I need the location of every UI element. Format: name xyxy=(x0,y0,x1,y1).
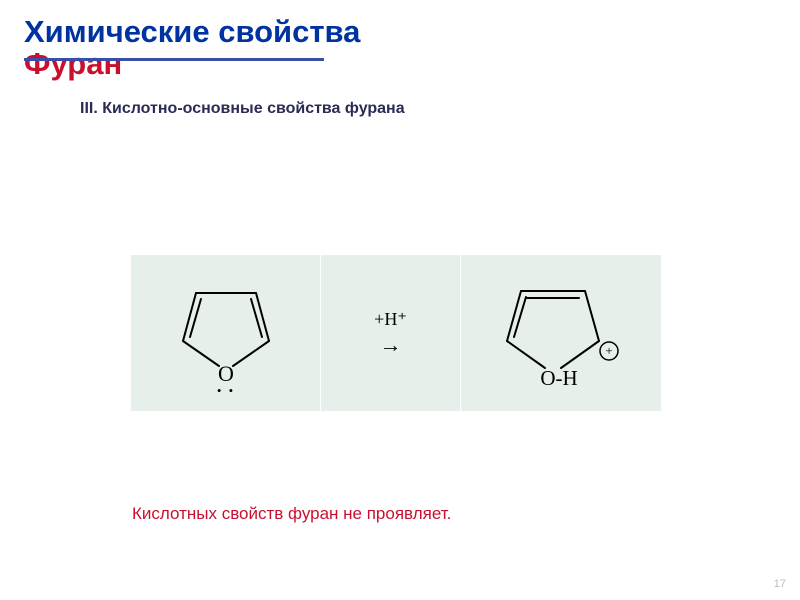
furan-structure: O • • xyxy=(161,263,291,403)
reagent-label: +H⁺ xyxy=(374,309,407,330)
reaction-scheme: O • • +H⁺ → + O-H xyxy=(130,254,662,412)
footnote-text: Кислотных свойств фуран не проявляет. xyxy=(132,504,451,524)
slide-title: Химические свойства Фуран xyxy=(0,0,800,86)
section-subtitle: III. Кислотно-основные свойства фурана xyxy=(80,100,405,118)
title-line-2: Фуран xyxy=(24,46,776,82)
arrow-cell: +H⁺ → xyxy=(321,255,461,411)
reactant-cell: O • • xyxy=(131,255,321,411)
reaction-arrow: → xyxy=(380,332,402,358)
charge-symbol: + xyxy=(605,343,612,358)
protonated-furan-structure: + O-H xyxy=(481,263,641,403)
lone-pair-dots: • • xyxy=(216,383,234,398)
heteroatom-OH: O-H xyxy=(540,366,577,390)
body-paragraph: Фуран проявляет основные свойства. Он ле… xyxy=(60,126,760,198)
title-underline xyxy=(24,58,324,61)
page-number: 17 xyxy=(774,578,786,590)
title-line-1: Химические свойства xyxy=(24,14,776,50)
product-cell: + O-H xyxy=(461,255,661,411)
